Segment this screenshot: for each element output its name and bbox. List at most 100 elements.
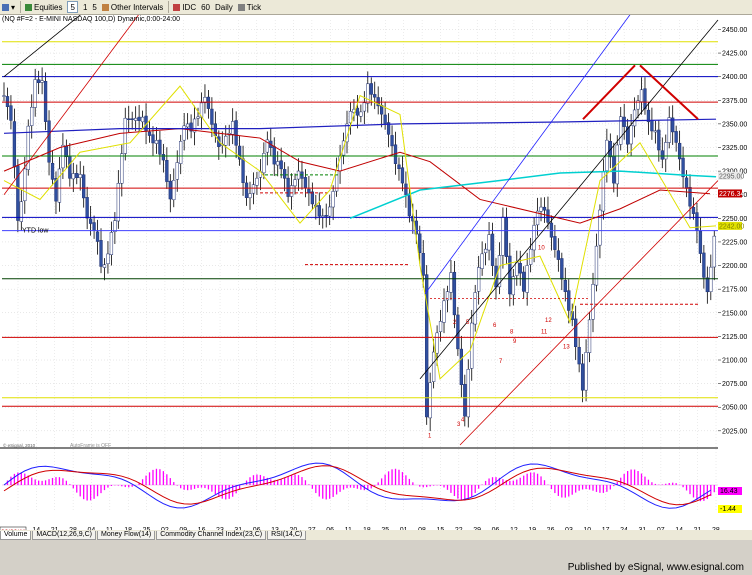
down-candle: [241, 158, 245, 183]
down-candle: [567, 290, 571, 311]
indicator-tab[interactable]: Money Flow(14): [97, 530, 156, 540]
down-candle: [702, 252, 706, 278]
down-candle: [684, 177, 689, 189]
up-candle: [116, 183, 120, 222]
up-candle: [487, 234, 491, 251]
wave-count-label: 11: [541, 330, 548, 336]
up-candle: [248, 193, 252, 199]
wave-count-label: 1: [428, 433, 432, 439]
down-candle: [36, 79, 41, 83]
down-candle: [577, 347, 581, 365]
wave-count-label: 6: [493, 323, 497, 329]
up-candle: [591, 284, 595, 320]
down-candle: [82, 174, 86, 199]
trend-line: [424, 0, 641, 295]
idc-icon: [173, 3, 181, 11]
footer-text: Published by eSignal, www.esignal.com: [567, 562, 744, 573]
down-candle: [47, 120, 51, 163]
up-candle: [175, 162, 179, 180]
up-candle: [445, 291, 450, 301]
moving-average-cyan: [349, 170, 717, 220]
up-candle: [57, 168, 62, 203]
up-candle: [265, 139, 269, 153]
down-candle: [75, 173, 79, 179]
down-candle: [127, 118, 131, 121]
idc-button[interactable]: IDC: [171, 1, 198, 13]
up-candle: [251, 184, 256, 194]
up-candle: [539, 206, 543, 212]
down-candle: [677, 142, 682, 160]
up-candle: [428, 382, 432, 419]
down-candle: [237, 145, 242, 160]
trend-line: [3, 0, 100, 77]
up-candle: [109, 232, 114, 255]
price-label-text: 2242.00: [719, 223, 744, 230]
down-candle: [95, 231, 100, 242]
indicator-tab[interactable]: Volume: [0, 530, 32, 540]
up-candle: [667, 117, 671, 143]
down-candle: [282, 169, 287, 179]
other-intervals-button[interactable]: Other Intervals: [100, 1, 165, 13]
price-label-box: [718, 221, 742, 230]
price-tick-label: 2025.00: [722, 428, 747, 435]
down-candle: [518, 263, 522, 274]
chart-area[interactable]: 1 2 3 4 5 6 7 8 9 10 11 12 13 YTD low © eSignal, 2010 A…: [0, 0, 752, 542]
down-candle: [508, 255, 512, 295]
wave-count-label: 9: [513, 339, 517, 345]
down-candle: [355, 107, 360, 116]
down-candle: [54, 178, 58, 202]
down-candle: [88, 218, 93, 224]
price-tick-label: 2050.00: [722, 405, 747, 412]
down-candle: [189, 122, 193, 132]
up-candle: [636, 100, 640, 110]
up-candle: [123, 117, 127, 154]
indicator-tab[interactable]: MACD(12,26,9,C): [32, 530, 96, 540]
down-candle: [681, 157, 685, 178]
down-candle: [68, 155, 72, 179]
down-candle: [625, 126, 630, 145]
down-candle: [386, 122, 391, 135]
price-label-box: [718, 171, 742, 180]
up-candle: [362, 102, 366, 112]
up-candle: [511, 276, 515, 296]
down-candle: [657, 129, 661, 151]
footer: Published by eSignal, www.esignal.com: [0, 560, 752, 575]
up-candle: [587, 319, 592, 353]
up-candle: [71, 173, 75, 180]
down-candle: [324, 215, 328, 217]
down-candle: [407, 193, 412, 217]
down-candle: [421, 252, 425, 276]
up-candle: [61, 144, 65, 169]
down-candle: [317, 205, 321, 217]
bar-count-field[interactable]: 5: [65, 1, 79, 13]
price-tick-label: 2150.00: [722, 310, 747, 317]
daily-button[interactable]: Daily: [215, 2, 233, 12]
indicator-tab[interactable]: Commodity Channel Index(23,C): [156, 530, 267, 540]
up-candle: [276, 161, 280, 166]
wave-count-label: 7: [499, 359, 503, 365]
tick-icon: [237, 3, 245, 11]
down-candle: [418, 233, 422, 253]
equities-button[interactable]: Equities: [23, 1, 64, 13]
indicator-tab[interactable]: RSI(14,C): [267, 530, 307, 540]
interval-60-button[interactable]: 60: [201, 2, 210, 12]
down-candle: [310, 191, 315, 205]
down-candle: [161, 154, 166, 161]
up-candle: [449, 272, 453, 293]
up-candle: [185, 123, 190, 128]
interval-1-button[interactable]: 1: [82, 2, 88, 12]
up-candle: [78, 174, 82, 178]
interval-5-button[interactable]: 5: [92, 2, 97, 12]
tick-button[interactable]: Tick: [236, 1, 263, 13]
head-shoulders-line: [582, 64, 636, 120]
up-candle: [321, 215, 325, 218]
down-candle: [147, 131, 152, 136]
down-candle: [168, 180, 172, 200]
symbol-menu-button[interactable]: ▾: [0, 1, 17, 13]
macd-value-box: [718, 505, 742, 513]
down-candle: [688, 187, 692, 207]
up-candle: [113, 220, 117, 232]
down-candle: [12, 121, 17, 168]
up-candle: [629, 125, 633, 145]
